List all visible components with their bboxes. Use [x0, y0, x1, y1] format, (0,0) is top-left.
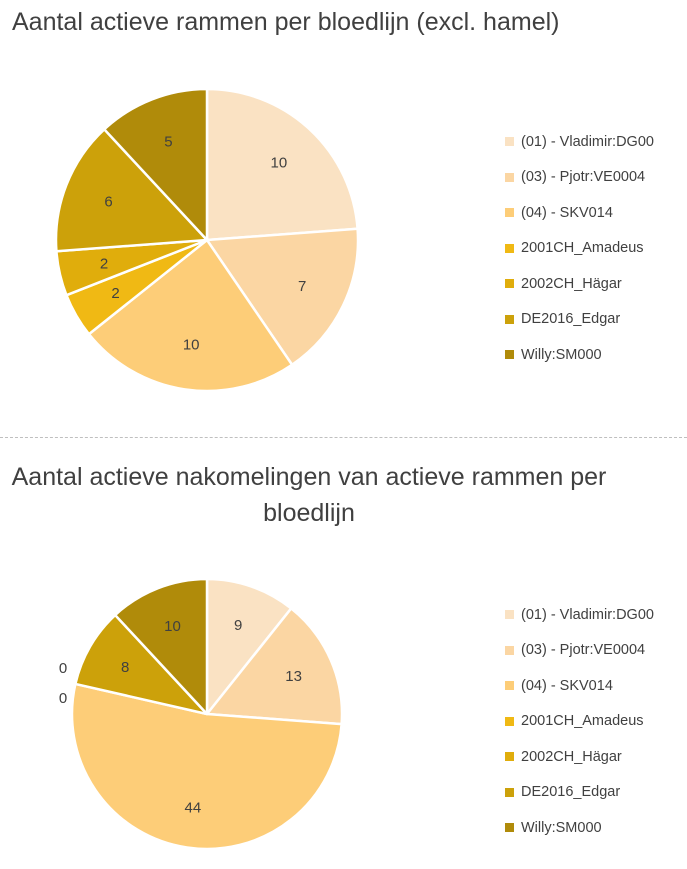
legend-swatch: [505, 279, 514, 289]
data-label-2001ch-amadeus: 0: [59, 660, 67, 677]
legend-item-01-vladimir-dg00: (01) - Vladimir:DG00: [505, 597, 654, 633]
legend-label: Willy:SM000: [521, 819, 602, 836]
legend-swatch: [505, 172, 514, 182]
legend-swatch: [505, 208, 514, 218]
legend-swatch: [505, 716, 514, 726]
legend-label: (04) - SKV014: [521, 677, 613, 694]
data-label-04-skv014: 44: [185, 799, 202, 816]
legend-label: (04) - SKV014: [521, 204, 613, 221]
legend-item-2001ch-amadeus: 2001CH_Amadeus: [505, 704, 654, 740]
legend-item-2002ch-h-gar: 2002CH_Hägar: [505, 266, 654, 302]
pie-slice-de2016-edgar: [74, 613, 209, 716]
chart-rammen: Aantal actieve rammen per bloedlijn (exc…: [12, 8, 654, 393]
chart-title: Aantal actieve nakomelingen van actieve …: [11, 463, 607, 527]
pie-slice-willy-sm000: [103, 87, 209, 242]
legend-label: (01) - Vladimir:DG00: [521, 606, 654, 623]
legend-item-03-pjotr-ve0004: (03) - Pjotr:VE0004: [505, 160, 654, 196]
legend-item-04-skv014: (04) - SKV014: [505, 668, 654, 704]
chart-title: Aantal actieve rammen per bloedlijn (exc…: [12, 8, 560, 36]
data-label-01-vladimir-dg00: 10: [271, 155, 288, 172]
legend-label: (03) - Pjotr:VE0004: [521, 169, 646, 186]
legend-label: 2001CH_Amadeus: [521, 240, 644, 257]
pie-slice-01-vladimir-dg00: [205, 87, 359, 242]
pie-slice-03-pjotr-ve0004: [205, 607, 344, 726]
chart-nakomelingen: Aantal actieve nakomelingen van actieve …: [0, 441, 687, 869]
legend-item-04-skv014: (04) - SKV014: [505, 195, 654, 231]
pie-slice-willy-sm000: [113, 577, 209, 716]
legend-item-01-vladimir-dg00: (01) - Vladimir:DG00: [505, 124, 654, 160]
legend-swatch: [505, 823, 514, 833]
data-label-2002ch-h-gar: 2: [100, 256, 108, 273]
data-label-03-pjotr-ve0004: 7: [298, 278, 306, 295]
legend-item-willy-sm000: Willy:SM000: [505, 337, 654, 373]
legend-item-2002ch-h-gar: 2002CH_Hägar: [505, 739, 654, 775]
legend-swatch: [505, 243, 514, 253]
legend-label: DE2016_Edgar: [521, 784, 621, 801]
data-label-2001ch-amadeus: 2: [111, 285, 119, 302]
legend-item-de2016-edgar: DE2016_Edgar: [505, 302, 654, 338]
legend-item-2001ch-amadeus: 2001CH_Amadeus: [505, 231, 654, 267]
data-label-de2016-edgar: 6: [104, 193, 112, 210]
legend-swatch: [505, 787, 514, 797]
legend-label: DE2016_Edgar: [521, 311, 621, 328]
legend-label: Willy:SM000: [521, 346, 602, 363]
legend-label: (03) - Pjotr:VE0004: [521, 642, 646, 659]
legend-swatch: [505, 752, 514, 762]
legend-item-de2016-edgar: DE2016_Edgar: [505, 775, 654, 811]
pie-slice-03-pjotr-ve0004: [205, 227, 360, 367]
legend-swatch: [505, 314, 514, 324]
pie-slice-04-skv014: [87, 238, 294, 393]
data-label-de2016-edgar: 8: [121, 659, 129, 676]
data-label-04-skv014: 10: [183, 337, 200, 354]
legend: (01) - Vladimir:DG00 (03) - Pjotr:VE0004 (…: [505, 597, 654, 846]
legend-label: 2002CH_Hägar: [521, 275, 622, 292]
data-label-03-pjotr-ve0004: 13: [285, 668, 302, 685]
legend: (01) - Vladimir:DG00 (03) - Pjotr:VE0004 (…: [505, 124, 654, 373]
legend-item-willy-sm000: Willy:SM000: [505, 810, 654, 846]
legend-swatch: [505, 610, 514, 620]
legend-swatch: [505, 350, 514, 360]
legend-swatch: [505, 681, 514, 691]
pie-plot: 10 7 10 22 6 5: [54, 87, 360, 393]
data-label-01-vladimir-dg00: 9: [234, 617, 242, 634]
data-label-willy-sm000: 10: [164, 618, 181, 635]
data-label-2002ch-h-gar: 0: [59, 690, 67, 707]
legend-label: (01) - Vladimir:DG00: [521, 133, 654, 150]
legend-swatch: [505, 137, 514, 147]
legend-label: 2002CH_Hägar: [521, 748, 622, 765]
legend-item-03-pjotr-ve0004: (03) - Pjotr:VE0004: [505, 633, 654, 669]
pie-slice-04-skv014: [70, 682, 343, 851]
data-label-willy-sm000: 5: [164, 134, 172, 151]
divider: [0, 437, 687, 438]
pie-plot: 9 13 44 0 0 8 10: [59, 577, 344, 851]
legend-label: 2001CH_Amadeus: [521, 713, 644, 730]
legend-swatch: [505, 645, 514, 655]
pie-slice-de2016-edgar: [54, 128, 209, 253]
pie-slice-01-vladimir-dg00: [205, 577, 293, 716]
